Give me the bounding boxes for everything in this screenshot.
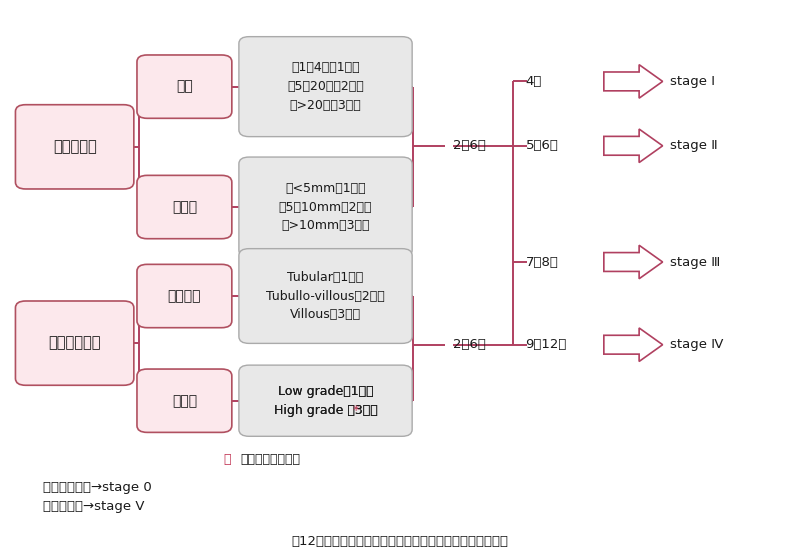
- FancyBboxPatch shape: [137, 264, 232, 328]
- Text: Villous（3点）: Villous（3点）: [290, 309, 361, 321]
- Text: 図12　修正スピゲルマン分類による十二指腸腺腫の評価法: 図12 修正スピゲルマン分類による十二指腸腺腫の評価法: [291, 535, 509, 548]
- Text: 2～6点: 2～6点: [454, 139, 486, 152]
- Text: 内視鏡所見: 内視鏡所見: [53, 139, 97, 154]
- FancyBboxPatch shape: [15, 301, 134, 385]
- Text: ・<5mm（1点）: ・<5mm（1点）: [286, 182, 366, 195]
- Text: Tubullo-villous（2点）: Tubullo-villous（2点）: [266, 289, 385, 302]
- Polygon shape: [604, 245, 662, 279]
- Text: 組織構造: 組織構造: [168, 289, 201, 303]
- Text: 9～12点: 9～12点: [526, 338, 567, 351]
- Text: 2～6点: 2～6点: [454, 338, 486, 351]
- Text: 4点: 4点: [526, 75, 542, 88]
- Text: High grade （3点）: High grade （3点）: [274, 404, 378, 417]
- Text: Low grade（1点）: Low grade（1点）: [278, 385, 374, 398]
- Text: ：粘膜内癌を含む: ：粘膜内癌を含む: [241, 453, 301, 466]
- FancyBboxPatch shape: [239, 365, 412, 436]
- Polygon shape: [604, 129, 662, 163]
- Text: 最大径: 最大径: [172, 200, 197, 214]
- Text: 異型度: 異型度: [172, 394, 197, 408]
- Text: stage Ⅱ: stage Ⅱ: [670, 139, 718, 152]
- Text: stage Ⅳ: stage Ⅳ: [670, 338, 724, 351]
- FancyBboxPatch shape: [239, 249, 412, 343]
- Text: *: *: [353, 404, 359, 417]
- Polygon shape: [604, 328, 662, 361]
- Text: Low grade（1点）: Low grade（1点）: [278, 385, 374, 398]
- FancyBboxPatch shape: [137, 175, 232, 239]
- Text: 7，8点: 7，8点: [526, 256, 558, 268]
- FancyBboxPatch shape: [137, 55, 232, 118]
- FancyBboxPatch shape: [239, 37, 412, 137]
- Text: ・5～20個（2点）: ・5～20個（2点）: [287, 80, 364, 93]
- Text: stage Ⅰ: stage Ⅰ: [670, 75, 715, 88]
- Text: ＊: ＊: [224, 453, 231, 466]
- Text: stage Ⅲ: stage Ⅲ: [670, 256, 721, 268]
- Text: （浸潤）癌→stage V: （浸潤）癌→stage V: [43, 500, 145, 514]
- Text: 個数: 個数: [176, 80, 193, 94]
- Text: Tubular（1点）: Tubular（1点）: [287, 271, 364, 284]
- Text: ・>20個（3点）: ・>20個（3点）: [290, 99, 362, 112]
- Text: 生検組織所見: 生検組織所見: [48, 336, 101, 350]
- FancyBboxPatch shape: [239, 157, 412, 257]
- FancyBboxPatch shape: [15, 105, 134, 189]
- Text: ・1～4個（1点）: ・1～4個（1点）: [291, 61, 360, 74]
- Text: 5，6点: 5，6点: [526, 139, 558, 152]
- Text: ・5～10mm（2点）: ・5～10mm（2点）: [278, 201, 372, 214]
- Text: ポリープなし→stage 0: ポリープなし→stage 0: [43, 480, 152, 494]
- Text: High grade （3点）: High grade （3点）: [274, 404, 378, 417]
- Text: ・>10mm（3点）: ・>10mm（3点）: [282, 219, 370, 233]
- Polygon shape: [604, 64, 662, 98]
- Text: High grade*（3点）: High grade*（3点）: [282, 404, 388, 417]
- FancyBboxPatch shape: [137, 369, 232, 433]
